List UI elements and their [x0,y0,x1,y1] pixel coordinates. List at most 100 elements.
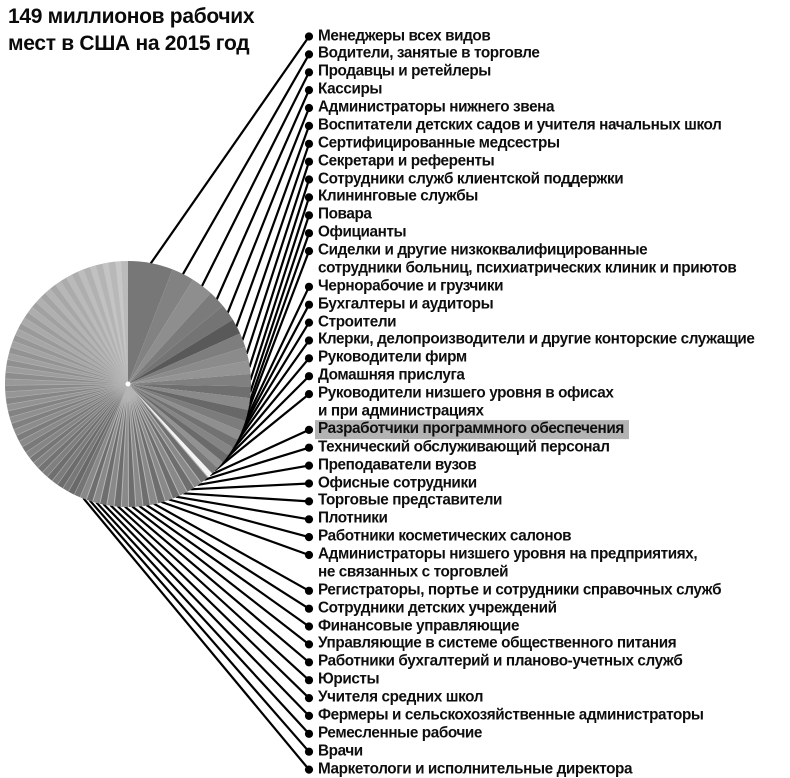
slice-label: Плотники [318,509,388,527]
pie-stripe-edge [9,383,129,418]
callout-line [183,492,310,503]
callout-dot [304,533,314,542]
callout-dot [304,318,314,327]
callout-line [229,339,310,452]
slice-label: Клининговые службы [318,188,478,206]
pie-stripe-edge [17,328,129,385]
pie-stripe-edge [35,301,129,385]
callout-dot [304,658,314,667]
slice-label: Водители, занятые в торговле [318,45,540,63]
callout-line [116,505,310,682]
pie-stripe-edge [127,383,181,496]
pie-stripe-edge [25,383,129,453]
callout-dots-layer [304,32,314,774]
callout-line [149,35,310,265]
slice-label: Сотрудники детских учреждений [318,599,557,617]
callout-line [245,250,311,416]
slice-label: Чернорабочие и грузчики [318,277,504,295]
slice-label: Ремесленные рабочие [318,724,483,742]
slice-label: Домашняя прислуга [318,366,465,384]
pie-stripe [66,274,128,384]
callout-line [168,498,310,539]
pie-stripe-edge [24,317,129,385]
callout-dot [304,32,314,41]
pie-slice [128,261,173,384]
callout-line [203,446,310,481]
pie-slice [128,384,251,410]
callout-dot [304,425,314,434]
pie-stripe-edge [127,383,144,507]
pie-slice [128,384,218,474]
slice-label-line2: и при администрациях [318,402,484,420]
callout-line [175,495,310,521]
pie-slice [128,305,233,384]
pie-stripe [19,384,128,447]
pie-stripe-edge [6,383,129,405]
pie-stripe-edge [6,365,129,385]
slice-label: Преподаватели вузов [318,456,477,474]
callout-dot [304,586,314,595]
pie-stripe [57,384,128,489]
pie-slice [128,346,249,384]
pie-stripe [33,384,129,468]
callout-line [226,107,311,314]
slice-label: Офисные сотрудники [318,474,477,492]
callout-dot [304,229,314,238]
pie-stripe [42,384,128,477]
pie-stripe-edge [92,383,129,502]
callout-dot [304,354,314,363]
pie-stripe-edge [44,292,129,385]
pie-stripe-edge [31,306,129,385]
callout-dot [304,604,314,613]
pie-stripe-edge [60,280,129,385]
slice-label: Работники косметических салонов [318,527,572,545]
slice-label: Менеджеры всех видов [318,27,491,45]
slice-label: Бухгалтеры и аудиторы [318,295,494,313]
callout-dot [304,247,314,256]
pie-stripe-edge [127,383,166,502]
pie-stripe-edge [99,383,129,504]
slice-label: Продавцы и ретейлеры [318,62,491,80]
callout-line [131,505,310,646]
callout-dot [304,461,314,470]
pie-slice [128,279,211,384]
pie-stripe-edge [55,284,129,385]
pie-stripe-edge [77,271,129,385]
callout-dot [304,372,314,381]
callout-line [200,71,310,287]
slice-label: Маркетологи и исполнительные директора [318,760,633,778]
callout-line [153,502,310,592]
pie-stripe [24,312,128,384]
callout-dot [304,103,314,113]
callout-dot [304,515,314,524]
pie-slices-layer [4,261,252,508]
slice-label: Сотрудники служб клиентской поддержки [318,170,624,188]
pie-stripe [60,277,128,384]
pie-stripe-edge [113,383,129,507]
pie-stripe [47,384,128,481]
pie-stripe-edge [79,383,129,498]
callout-line [242,286,310,427]
pie-stripe-edge [106,383,129,506]
pie-stripe-edge [40,297,129,385]
pie-stripe-edge [19,383,129,442]
chart-title-line2: мест в США на 2015 год [8,32,250,55]
callout-dot [304,479,314,488]
pie-stripe-edge [127,383,174,499]
pie-stripe [31,302,129,384]
slice-label: Строители [318,313,397,331]
callout-dot [304,694,314,703]
callout-line [214,393,310,472]
callout-line [145,504,310,610]
pie-stripe-edge [16,383,129,436]
slice-label: Руководители фирм [318,348,467,366]
pie-stripe [40,293,128,384]
pie-stripe-edge [89,266,129,385]
callout-line [197,464,310,486]
pie-stripe-edge [108,262,129,385]
callout-line [219,375,310,466]
slice-label: Учителя средних школ [318,688,484,706]
slice-label: Торговые представители [318,492,503,510]
pie-stripe-edge [37,383,129,468]
